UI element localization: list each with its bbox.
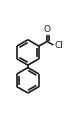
Text: O: O <box>44 25 51 34</box>
Text: Cl: Cl <box>54 41 63 50</box>
